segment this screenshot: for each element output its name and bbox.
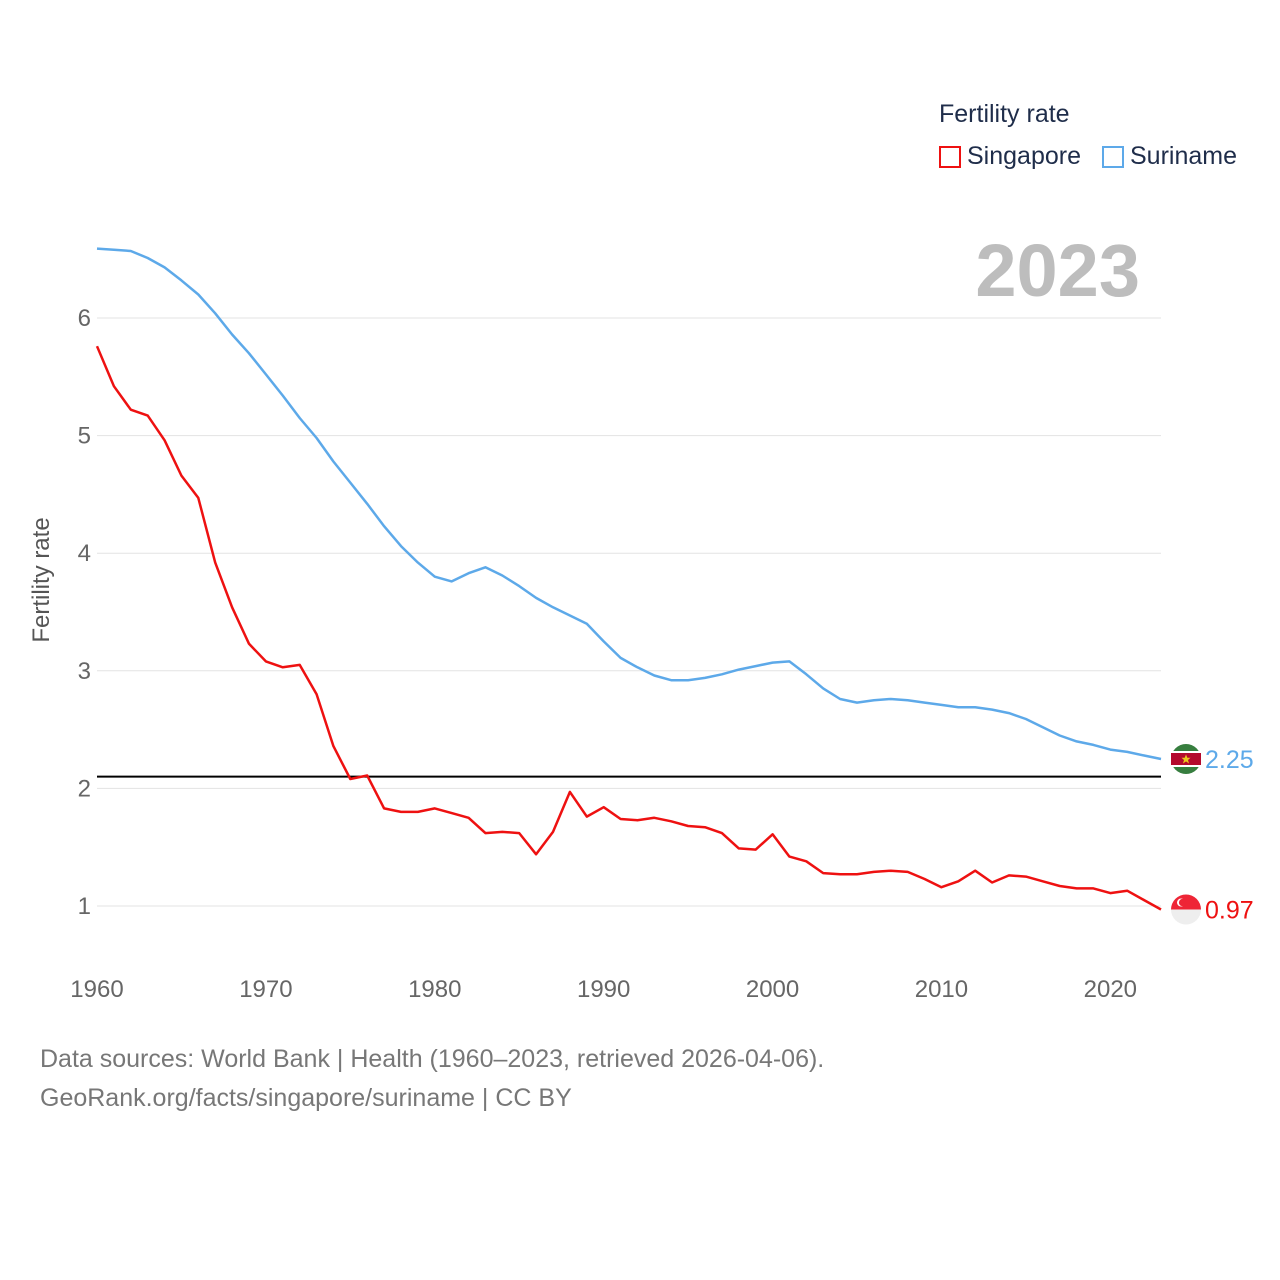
flag-icon-suriname: [1171, 744, 1201, 774]
series-line-singapore: [95, 345, 1162, 911]
series-end-markers: 0.97 2.25: [1171, 744, 1254, 925]
y-tick-labels: 1 2 3 4 5 6: [78, 305, 91, 920]
x-tick-1990: 1990: [577, 976, 630, 1003]
legend-item-singapore[interactable]: Singapore: [939, 142, 1081, 171]
y-tick-5: 5: [78, 423, 91, 450]
x-tick-1960: 1960: [70, 976, 123, 1003]
current-year-label: 2023: [975, 229, 1140, 312]
x-tick-2020: 2020: [1084, 976, 1137, 1003]
y-tick-6: 6: [78, 305, 91, 332]
end-value-label-suriname: 2.25: [1205, 746, 1254, 774]
x-tick-labels: 1960 1970 1980 1990 2000 2010 2020: [70, 976, 1137, 1003]
y-tick-1: 1: [78, 893, 91, 920]
legend-item-suriname[interactable]: Suriname: [1102, 142, 1237, 171]
grid-lines: [97, 317, 1161, 907]
y-tick-3: 3: [78, 658, 91, 685]
legend-title: Fertility rate: [939, 100, 1070, 128]
x-tick-2010: 2010: [915, 976, 968, 1003]
footer-data-sources: Data sources: World Bank | Health (1960–…: [40, 1045, 825, 1073]
series-lines: [95, 247, 1162, 911]
y-axis-label: Fertility rate: [28, 517, 55, 643]
x-tick-2000: 2000: [746, 976, 799, 1003]
x-tick-1980: 1980: [408, 976, 461, 1003]
legend-swatch-singapore: [939, 145, 961, 168]
x-tick-1970: 1970: [239, 976, 292, 1003]
flag-icon-singapore: [1171, 894, 1201, 925]
legend-swatch-suriname: [1102, 145, 1124, 168]
series-line-suriname: [96, 247, 1162, 761]
y-tick-2: 2: [78, 775, 91, 802]
footer-attribution: GeoRank.org/facts/singapore/suriname | C…: [40, 1084, 572, 1112]
legend-label-suriname: Suriname: [1130, 142, 1237, 170]
y-tick-4: 4: [78, 540, 91, 567]
end-value-label-singapore: 0.97: [1205, 897, 1254, 925]
legend-label-singapore: Singapore: [967, 142, 1081, 170]
